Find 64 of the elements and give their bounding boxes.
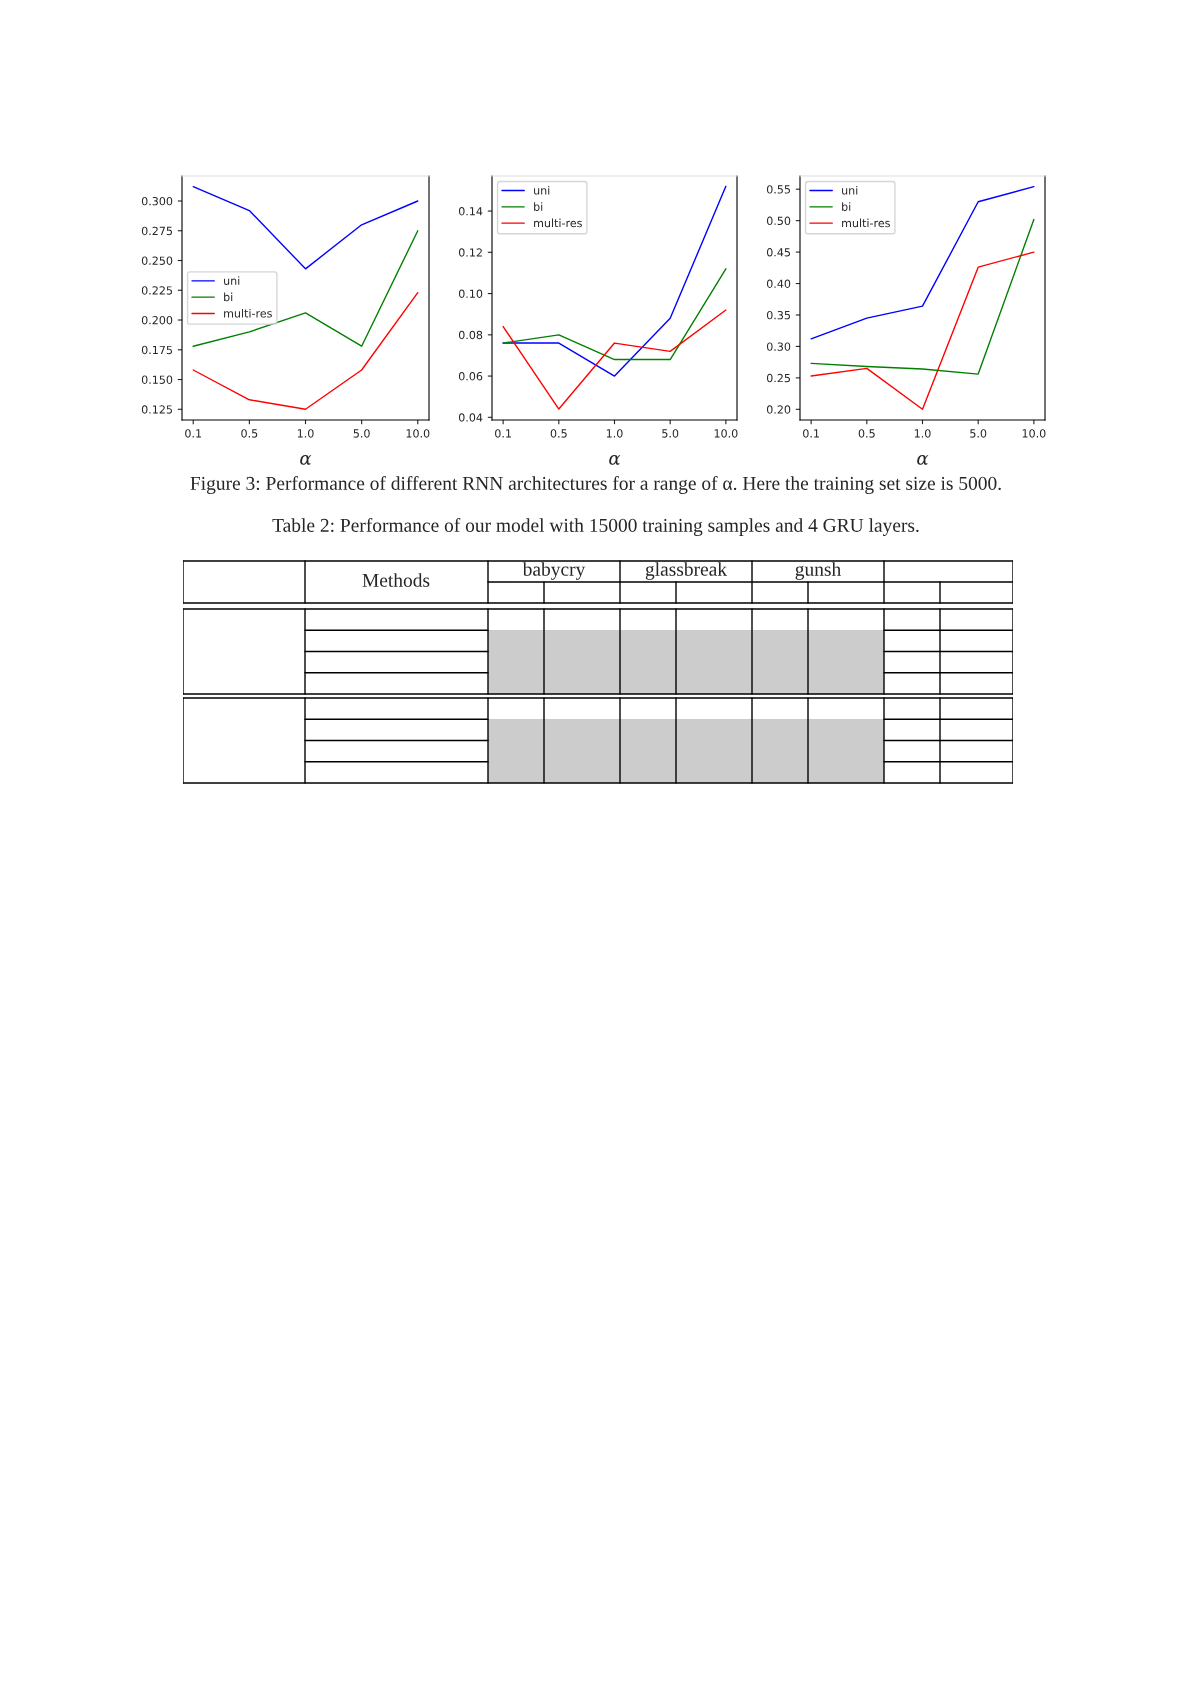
x-tick-label: 0.1 [495,429,511,438]
legend-label: bi [224,292,233,302]
legend-label: multi-res [224,308,272,318]
line-series [810,251,1035,411]
legend-label: bi [534,202,543,211]
legend-label: bi [842,202,851,211]
x-tick-label: 0.5 [241,429,258,438]
legend-label: uni [842,186,858,195]
y-tick-label: 0.175 [141,345,172,355]
y-tick-label: 0.40 [766,279,791,288]
legend-label: multi-res [842,218,890,228]
x-axis-title: α [300,454,312,465]
caption: Figure 3: Performance of different RNN architectures for a range of α. Here the training set size is 5000. [190,476,1001,494]
y-tick-label: 0.20 [766,405,791,414]
text: Table 2: Performance of our model with 15000 training samples and 4 GRU layers. [272,518,919,536]
y-tick-label: 0.12 [458,248,482,257]
y-tick-label: 0.50 [766,216,791,226]
x-tick-label: 5.0 [353,429,370,438]
y-tick-label: 0.25 [766,373,790,383]
y-tick-label: 0.45 [766,248,790,257]
x-tick-label: 1.0 [914,429,931,438]
y-tick-label: 0.30 [766,342,791,351]
y-tick-label: 0.125 [141,405,172,414]
line-series [192,291,419,410]
y-tick-label: 0.300 [141,196,173,206]
line-series [502,309,727,410]
y-tick-label: 0.250 [141,256,173,265]
y-tick-label: 0.55 [766,185,790,194]
y-tick-label: 0.275 [141,226,172,236]
x-tick-label: 0.1 [185,429,202,438]
y-tick-label: 0.10 [458,289,483,298]
line-series [810,185,1035,340]
legend-label: multi-res [534,218,582,228]
line-series [810,218,1035,375]
y-tick-label: 0.225 [141,286,172,295]
x-tick-label: 10.0 [406,429,430,438]
x-axis-title: α [917,454,929,465]
text: Methods [362,573,430,587]
line-series [502,185,727,377]
x-tick-label: 0.5 [550,429,567,438]
y-tick-label: 0.14 [458,207,483,216]
y-tick-label: 0.200 [141,315,173,325]
x-tick-label: 0.1 [803,429,819,438]
x-tick-label: 1.0 [297,429,314,438]
text: glassbreak [645,562,728,580]
x-tick-label: 5.0 [662,429,679,438]
x-tick-label: 0.5 [858,429,875,438]
x-tick-label: 10.0 [1022,429,1046,438]
line-series [502,268,727,361]
x-tick-label: 1.0 [606,429,623,438]
text: babycry [522,562,586,580]
text: gunsh [795,562,841,580]
y-tick-label: 0.35 [766,310,790,320]
line-series [192,230,419,347]
y-tick-label: 0.150 [141,375,173,384]
x-tick-label: 5.0 [970,429,987,438]
y-tick-label: 0.06 [458,372,483,381]
line-series [192,186,419,270]
x-tick-label: 10.0 [714,429,738,438]
y-tick-label: 0.04 [458,413,483,422]
legend-label: uni [224,276,240,285]
y-tick-label: 0.08 [458,330,483,340]
x-axis-title: α [609,454,621,465]
legend-label: uni [534,186,550,195]
